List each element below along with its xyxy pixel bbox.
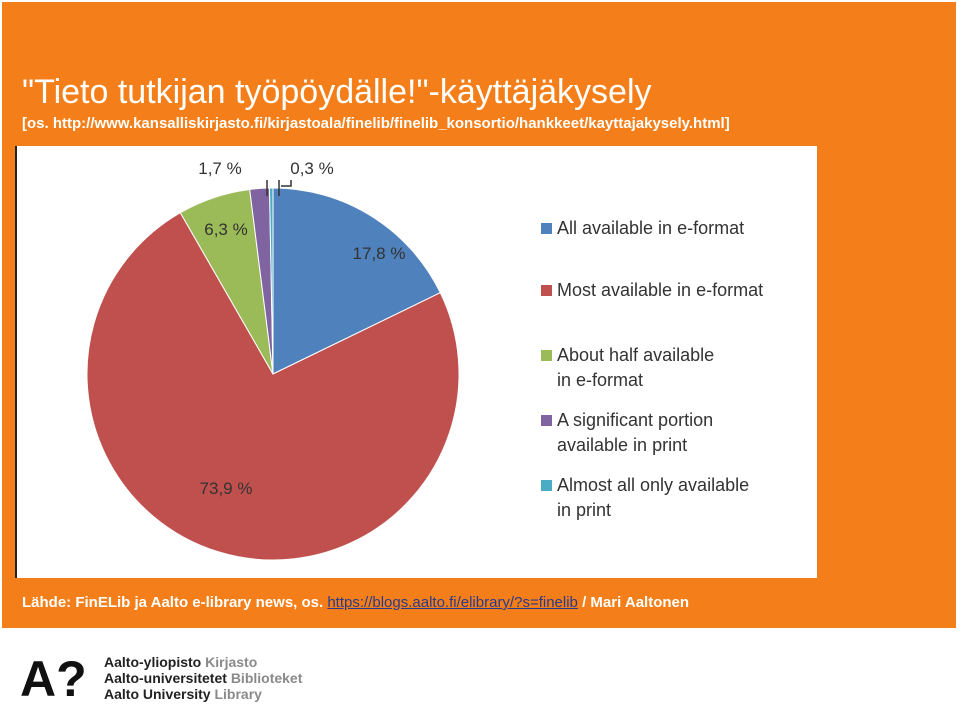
footer [0, 630, 960, 704]
source-line: Lähde: FinELib ja Aalto e-library news, … [22, 594, 689, 611]
logo-line-2: Aalto-universitetet Biblioteket [104, 670, 303, 686]
legend-label-1-0: Most available in e-format [557, 280, 763, 300]
legend-swatch-3 [541, 415, 552, 426]
slice-label-1: 73,9 % [200, 479, 253, 498]
slide-title: "Tieto tutkijan työpöydälle!"-käyttäjäky… [22, 73, 652, 111]
legend-swatch-4 [541, 480, 552, 491]
legend-swatch-2 [541, 350, 552, 361]
legend-label-4-0: Almost all only available [557, 475, 749, 495]
legend-swatch-1 [541, 285, 552, 296]
chart-frame-left [15, 146, 18, 578]
source-prefix: Lähde: FinELib ja Aalto e-library news, … [22, 594, 328, 611]
slice-label-2: 6,3 % [204, 220, 247, 239]
legend-label-3-1: available in print [557, 435, 687, 455]
pie-slice-0 [272, 187, 441, 375]
aalto-logo-icon: A? [20, 651, 92, 705]
logo-line-1: Aalto-yliopisto Kirjasto [104, 654, 258, 670]
legend-label-0-0: All available in e-format [557, 218, 744, 238]
slice-label-3: 1,7 % [198, 159, 241, 178]
pie-chart: 17,8 % 73,9 % 6,3 % 1,7 % 0,3 % All available… [86, 159, 763, 561]
source-link[interactable]: https://blogs.aalto.fi/elibrary/?s=finel… [327, 594, 578, 611]
chart-area: 17,8 % 73,9 % 6,3 % 1,7 % 0,3 % All available… [17, 146, 817, 578]
leader-line-2 [281, 180, 292, 187]
legend-label-2-1: in e-format [557, 370, 643, 390]
legend-label-2-0: About half available [557, 345, 714, 365]
pie-slice-4 [268, 187, 274, 375]
logo-text: Aalto-yliopisto Kirjasto Aalto-universit… [104, 654, 302, 702]
legend-label-3-0: A significant portion [557, 410, 713, 430]
logo-line-3: Aalto University Library [104, 686, 262, 702]
legend-label-4-1: in print [557, 500, 611, 520]
pie-slice-1 [86, 212, 460, 561]
slice-label-4: 0,3 % [290, 159, 333, 178]
slice-label-0: 17,8 % [353, 244, 406, 263]
slide-subtitle: [os. http://www.kansalliskirjasto.fi/kir… [22, 115, 730, 132]
logo-mark-text: A? [20, 656, 87, 700]
legend-swatch-0 [541, 223, 552, 234]
source-suffix: / Mari Aaltonen [577, 594, 690, 611]
